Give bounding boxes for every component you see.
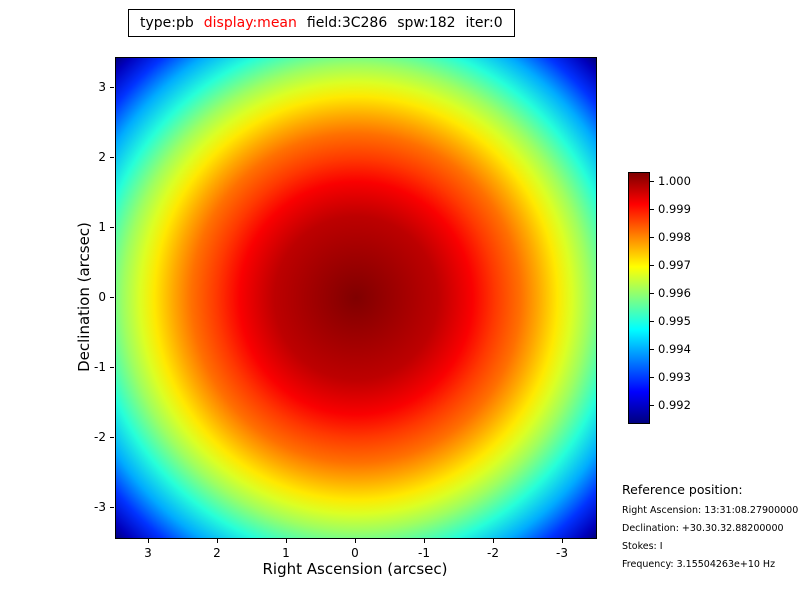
colorbar-tick-mark bbox=[650, 321, 654, 322]
x-tick-label: -3 bbox=[556, 546, 568, 560]
colorbar-label: 0.995 bbox=[658, 314, 691, 328]
colorbar-tick-mark bbox=[650, 209, 654, 210]
colorbar-tick-mark bbox=[650, 237, 654, 238]
y-tick-mark bbox=[110, 157, 114, 158]
y-tick-label: -3 bbox=[94, 500, 106, 514]
colorbar-tick-mark bbox=[650, 377, 654, 378]
colorbar-label: 0.998 bbox=[658, 230, 691, 244]
x-tick-mark bbox=[148, 539, 149, 543]
colorbar-label: 0.997 bbox=[658, 258, 691, 272]
plot-title-box: type:pb display:mean field:3C286 spw:182 ite… bbox=[128, 9, 515, 37]
x-tick-label: 3 bbox=[144, 546, 152, 560]
y-tick-label: -1 bbox=[94, 360, 106, 374]
colorbar-tick-mark bbox=[650, 181, 654, 182]
title-segment-field: field:3C286 bbox=[306, 15, 388, 31]
x-axis-label: Right Ascension (arcsec) bbox=[262, 560, 448, 578]
x-tick-mark bbox=[217, 539, 218, 543]
y-tick-mark bbox=[110, 297, 114, 298]
title-segment-spw: spw:182 bbox=[397, 15, 456, 31]
y-tick-mark bbox=[110, 367, 114, 368]
colorbar bbox=[628, 172, 650, 424]
y-tick-label: 3 bbox=[98, 80, 106, 94]
y-tick-label: 0 bbox=[98, 290, 106, 304]
reference-position-block: Reference position: Right Ascension: 13:… bbox=[622, 482, 798, 577]
y-tick-label: -2 bbox=[94, 430, 106, 444]
colorbar-tick-mark bbox=[650, 349, 654, 350]
colorbar-label: 0.992 bbox=[658, 398, 691, 412]
y-tick-mark bbox=[110, 507, 114, 508]
colorbar-tick-mark bbox=[650, 405, 654, 406]
y-tick-label: 1 bbox=[98, 220, 106, 234]
colorbar-label: 0.993 bbox=[658, 370, 691, 384]
y-tick-mark bbox=[110, 437, 114, 438]
colorbar-tick-mark bbox=[650, 265, 654, 266]
x-tick-mark bbox=[424, 539, 425, 543]
reference-position-heading: Reference position: bbox=[622, 482, 743, 497]
y-tick-mark bbox=[110, 87, 114, 88]
reference-stokes: Stokes: I bbox=[622, 541, 663, 552]
y-axis-label: Declination (arcsec) bbox=[75, 222, 93, 372]
y-tick-mark bbox=[110, 227, 114, 228]
reference-ra: Right Ascension: 13:31:08.27900000 bbox=[622, 505, 799, 516]
x-tick-mark bbox=[286, 539, 287, 543]
x-tick-mark bbox=[355, 539, 356, 543]
reference-dec: Declination: +30.30.32.88200000 bbox=[622, 523, 784, 534]
colorbar-tick-mark bbox=[650, 293, 654, 294]
x-tick-mark bbox=[562, 539, 563, 543]
x-tick-label: 0 bbox=[351, 546, 359, 560]
x-tick-label: 1 bbox=[282, 546, 290, 560]
title-segment-iter: iter:0 bbox=[465, 15, 503, 31]
colorbar-label: 0.994 bbox=[658, 342, 691, 356]
title-segment-type: type:pb bbox=[140, 15, 194, 31]
x-tick-label: -1 bbox=[418, 546, 430, 560]
primary-beam-heatmap[interactable] bbox=[115, 57, 597, 539]
colorbar-label: 1.000 bbox=[658, 174, 691, 188]
y-tick-label: 2 bbox=[98, 150, 106, 164]
reference-frequency: Frequency: 3.15504263e+10 Hz bbox=[622, 559, 776, 570]
title-segment-display: display:mean bbox=[203, 15, 297, 31]
x-tick-mark bbox=[493, 539, 494, 543]
x-tick-label: -2 bbox=[487, 546, 499, 560]
colorbar-label: 0.999 bbox=[658, 202, 691, 216]
x-tick-label: 2 bbox=[213, 546, 221, 560]
colorbar-label: 0.996 bbox=[658, 286, 691, 300]
